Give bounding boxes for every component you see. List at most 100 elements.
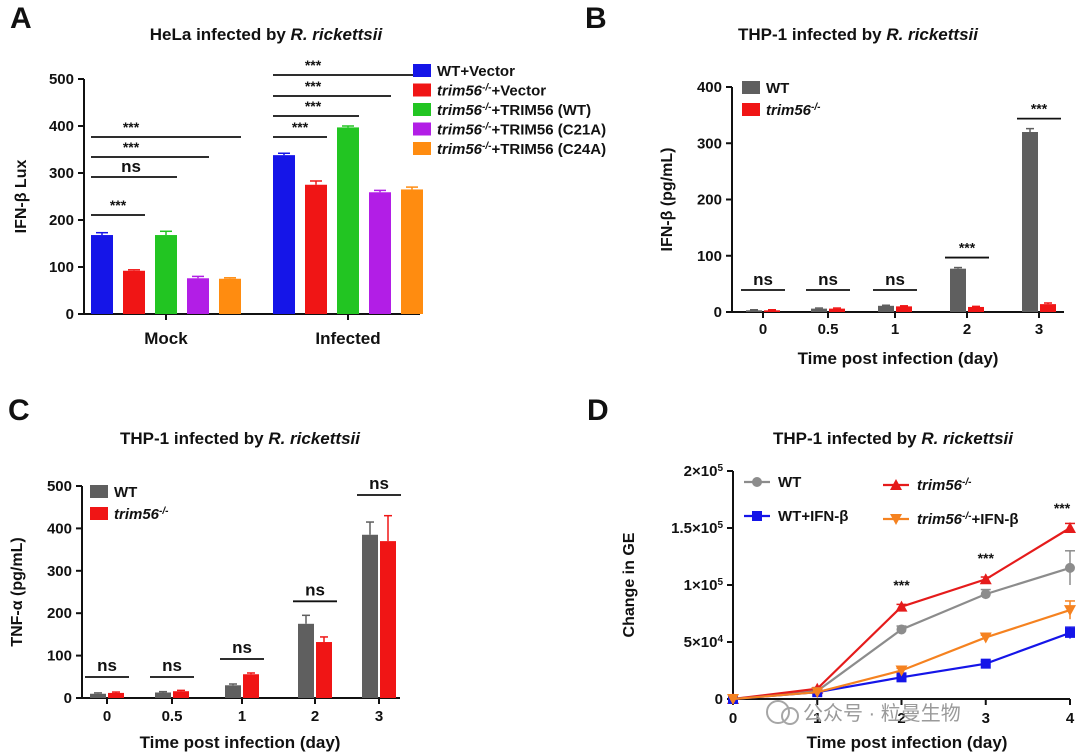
legend-swatch [413, 122, 431, 136]
bar [90, 693, 106, 698]
panel-letter-a: A [10, 2, 32, 35]
y-axis-label: IFN-β Lux [13, 160, 30, 234]
title-text: THP-1 infected by [773, 429, 921, 448]
bar [829, 308, 845, 312]
wechat-icon-bubble [781, 707, 799, 725]
bar [746, 310, 762, 312]
bar [764, 310, 780, 312]
title-italic-text: R. rickettsii [886, 25, 979, 44]
legend-label: trim56-/-+TRIM56 (WT) [437, 102, 591, 120]
legend-swatch [413, 103, 431, 116]
y-axis-label: Change in GE [621, 532, 638, 637]
bar [273, 155, 295, 314]
data-point [1065, 627, 1075, 638]
data-point [811, 687, 824, 699]
bar [219, 278, 241, 314]
title-italic-text: R. rickettsii [921, 429, 1014, 448]
legend-italic-text: trim56 [917, 477, 963, 494]
legend-superscript: -/- [482, 82, 492, 93]
x-tick-label: 0.5 [818, 321, 839, 338]
legend-superscript: -/- [482, 102, 492, 113]
watermark-text: 公众号 · 粒曼生物 [803, 702, 961, 725]
x-axis-label: Time post infection (day) [140, 733, 341, 752]
legend-superscript: -/- [159, 506, 169, 517]
y-tick-label: 100 [49, 259, 74, 276]
panel-c: C THP-1 infected by R. rickettsii TNF-α (p… [8, 394, 401, 752]
data-point [1064, 605, 1076, 617]
legend-label: WT+IFN-β [778, 508, 848, 525]
panel-title: THP-1 infected by R. rickettsii [120, 429, 361, 448]
legend-superscript: -/- [962, 511, 972, 522]
tick-base: 1.5×10 [671, 520, 717, 537]
legend-label: trim56-/-+IFN-β [917, 511, 1019, 529]
y-tick-label: 100 [47, 648, 72, 665]
x-tick-label: Infected [315, 329, 380, 348]
data-point [890, 514, 902, 525]
bar [187, 278, 209, 314]
bar [316, 642, 332, 698]
legend-swatch [413, 142, 431, 155]
y-axis-label: IFN-β (pg/mL) [659, 148, 676, 252]
legend-swatch [742, 103, 760, 116]
legend-swatch [413, 64, 431, 77]
significance-label: *** [959, 240, 976, 256]
y-tick-label: 0 [64, 690, 72, 707]
legend-label: WT [114, 484, 137, 501]
legend-italic-text: trim56 [437, 141, 483, 158]
y-tick-label: 300 [697, 135, 722, 152]
significance-label: ns [121, 157, 141, 176]
panel-title: THP-1 infected by R. rickettsii [773, 429, 1014, 448]
legend-italic-text: trim56 [114, 506, 160, 523]
bar [380, 541, 396, 698]
legend-label: WT [766, 80, 789, 97]
legend-text: WT [114, 484, 137, 501]
bar [305, 184, 327, 314]
y-tick-label: 1.5×105 [671, 520, 723, 538]
legend-text: WT [778, 474, 801, 491]
data-point [752, 511, 762, 521]
y-tick-label: 2×105 [684, 463, 724, 481]
x-tick-label: 3 [982, 710, 990, 727]
significance-label: *** [1031, 101, 1048, 117]
y-tick-label: 400 [47, 520, 72, 537]
series-line [732, 609, 1071, 701]
tick-base: 0 [715, 691, 723, 708]
title-italic-text: R. rickettsii [268, 429, 361, 448]
legend-superscript: -/- [811, 102, 821, 113]
tick-base: 5×10 [684, 634, 718, 651]
y-tick-label: 500 [49, 71, 74, 88]
significance-label: *** [123, 119, 140, 135]
legend-label: WT+Vector [437, 63, 515, 80]
data-point [752, 477, 762, 487]
x-tick-label: 0 [759, 321, 767, 338]
bar [298, 623, 314, 698]
bar [155, 235, 177, 314]
y-tick-label: 500 [47, 478, 72, 495]
data-point [896, 672, 907, 683]
y-tick-label: 400 [49, 118, 74, 135]
legend-superscript: -/- [482, 141, 492, 152]
y-tick-label: 1×105 [684, 577, 724, 595]
x-tick-label: Mock [144, 329, 188, 348]
panel-letter-c: C [8, 394, 30, 427]
x-tick-label: 0 [729, 710, 737, 727]
data-point [890, 479, 902, 490]
watermark: 公众号 · 粒曼生物 [766, 700, 961, 725]
bar [878, 305, 894, 312]
bar [225, 685, 241, 698]
title-text: HeLa infected by [150, 25, 291, 44]
y-tick-label: 0 [714, 304, 722, 321]
bar [896, 306, 912, 312]
title-text: THP-1 infected by [120, 429, 268, 448]
x-tick-label: 2 [897, 710, 905, 727]
legend-text: +TRIM56 (WT) [491, 102, 591, 119]
legend-text: WT+Vector [437, 63, 515, 80]
legend-swatch [90, 507, 108, 520]
legend-label: WT [778, 474, 801, 491]
bar [811, 308, 827, 312]
tick-exponent: 5 [717, 520, 723, 531]
y-tick-label: 400 [697, 79, 722, 96]
panel-title: THP-1 infected by R. rickettsii [738, 25, 979, 44]
data-point [1065, 562, 1075, 573]
panel-b: B THP-1 infected by R. rickettsii IFN-β (p… [585, 2, 1064, 368]
